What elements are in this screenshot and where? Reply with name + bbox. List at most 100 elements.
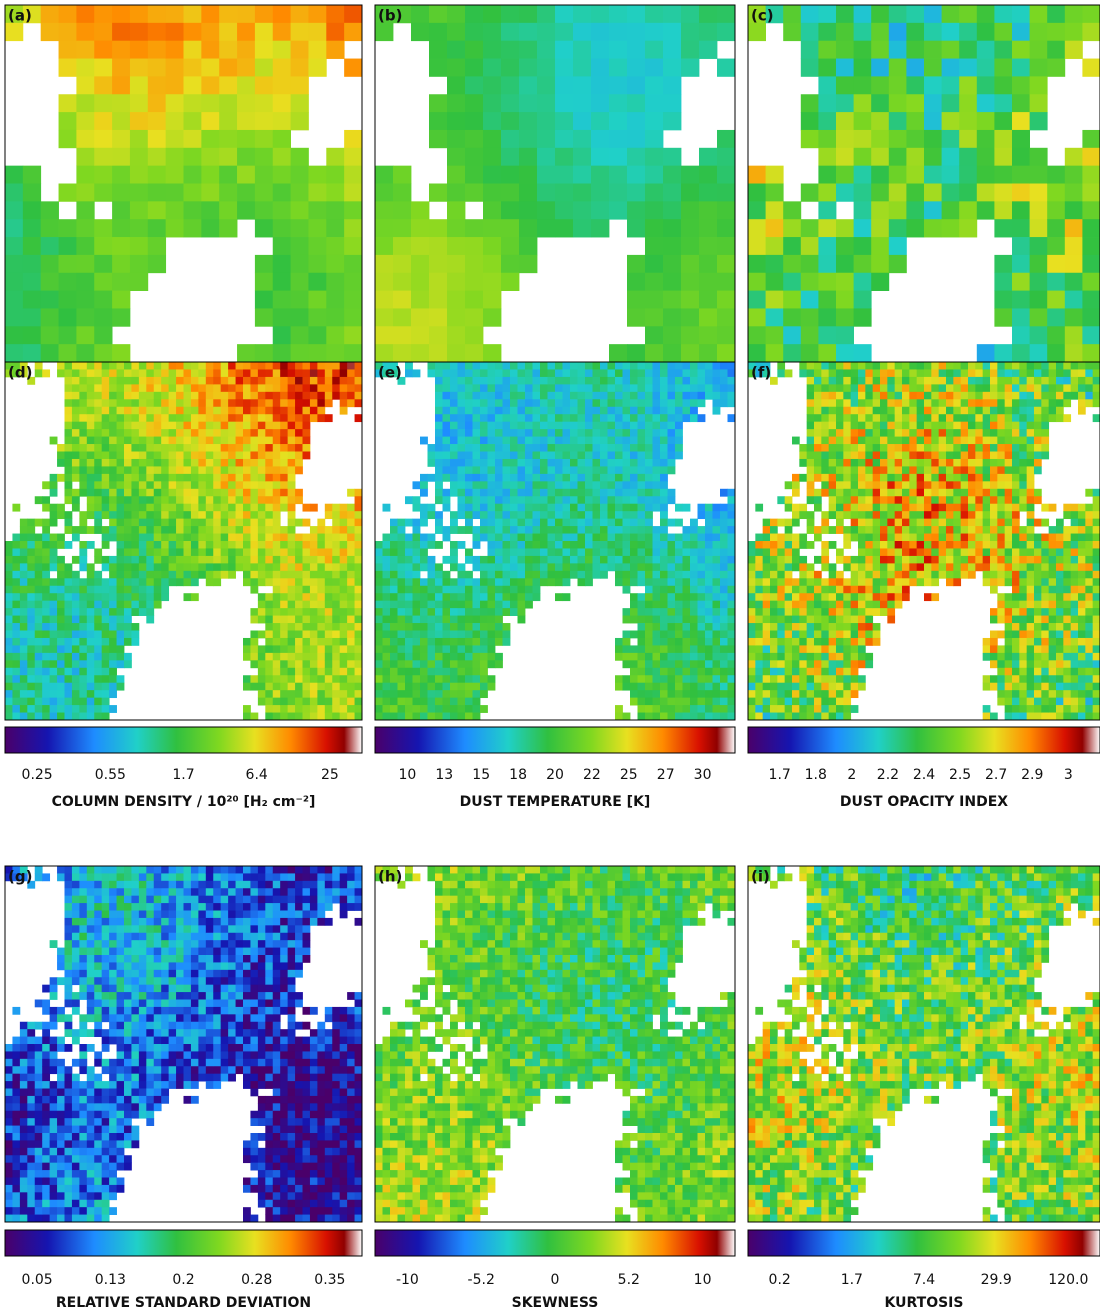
map-cell — [198, 548, 206, 556]
map-cell — [851, 660, 859, 668]
map-cell — [668, 466, 676, 474]
map-cell — [79, 489, 87, 497]
map-cell — [435, 481, 443, 489]
map-cell — [255, 255, 273, 273]
map-cell — [398, 668, 406, 676]
map-cell — [255, 76, 273, 94]
map-cell — [799, 459, 807, 467]
map-cell — [295, 608, 303, 616]
map-cell — [713, 623, 721, 631]
map-cell — [50, 645, 58, 653]
map-cell — [843, 474, 851, 482]
map-cell — [720, 690, 728, 698]
map-cell — [76, 237, 94, 255]
map-cell — [20, 638, 28, 646]
map-cell — [570, 541, 578, 549]
map-cell — [608, 534, 616, 542]
map-cell — [668, 556, 676, 564]
map-cell — [713, 601, 721, 609]
map-cell — [27, 534, 35, 542]
map-cell — [390, 578, 398, 586]
map-cell — [59, 219, 77, 237]
map-cell — [20, 571, 28, 579]
map-cell — [303, 616, 311, 624]
map-cell — [627, 255, 645, 273]
map-cell — [198, 496, 206, 504]
map-cell — [638, 392, 646, 400]
map-cell — [50, 593, 58, 601]
map-cell — [843, 578, 851, 586]
map-cell — [317, 556, 325, 564]
map-cell — [250, 504, 258, 512]
map-cell — [280, 362, 288, 370]
map-cell — [50, 474, 58, 482]
map-cell — [340, 616, 348, 624]
map-cell — [428, 556, 436, 564]
map-cell — [303, 369, 311, 377]
map-cell — [273, 291, 291, 309]
map-cell — [578, 563, 586, 571]
map-cell — [503, 481, 511, 489]
map-cell — [717, 148, 735, 166]
map-cell — [94, 466, 102, 474]
map-cell — [653, 489, 661, 497]
map-cell — [450, 683, 458, 691]
map-cell — [783, 255, 801, 273]
map-cell — [273, 608, 281, 616]
map-cell — [236, 377, 244, 385]
map-cell — [473, 429, 481, 437]
map-cell — [578, 444, 586, 452]
map-cell — [228, 437, 236, 445]
map-cell — [675, 548, 683, 556]
map-cell — [600, 496, 608, 504]
map-cell — [533, 369, 541, 377]
map-cell — [608, 541, 616, 549]
map-cell — [443, 369, 451, 377]
map-cell — [109, 414, 117, 422]
map-cell — [600, 563, 608, 571]
map-cell — [340, 705, 348, 713]
map-cell — [429, 291, 447, 309]
map-cell — [295, 563, 303, 571]
map-cell — [429, 59, 447, 77]
map-cell — [600, 429, 608, 437]
map-cell — [690, 601, 698, 609]
map-cell — [443, 675, 451, 683]
map-cell — [265, 668, 273, 676]
map-cell — [191, 444, 199, 452]
map-cell — [623, 526, 631, 534]
map-cell — [450, 645, 458, 653]
map-cell — [102, 578, 110, 586]
map-cell — [785, 616, 793, 624]
map-cell — [347, 362, 355, 370]
map-cell — [473, 504, 481, 512]
map-cell — [413, 623, 421, 631]
map-cell — [191, 369, 199, 377]
map-cell — [851, 362, 859, 370]
map-cell — [65, 645, 73, 653]
map-cell — [280, 638, 288, 646]
map-cell — [623, 645, 631, 653]
map-cell — [854, 184, 872, 202]
map-cell — [807, 616, 815, 624]
map-cell — [317, 660, 325, 668]
map-cell — [792, 645, 800, 653]
map-cell — [488, 526, 496, 534]
map-cell — [483, 148, 501, 166]
map-cell — [41, 344, 59, 362]
map-cell — [525, 526, 533, 534]
map-cell — [94, 683, 102, 691]
map-cell — [87, 466, 95, 474]
map-cell — [748, 23, 766, 41]
map-cell — [495, 548, 503, 556]
map-cell — [273, 437, 281, 445]
map-cell — [176, 452, 184, 460]
map-cell — [325, 593, 333, 601]
map-cell — [518, 496, 526, 504]
map-cell — [435, 713, 443, 721]
map-cell — [465, 255, 483, 273]
map-cell — [785, 548, 793, 556]
map-cell — [623, 586, 631, 594]
map-cell — [525, 601, 533, 609]
map-cell — [124, 414, 132, 422]
